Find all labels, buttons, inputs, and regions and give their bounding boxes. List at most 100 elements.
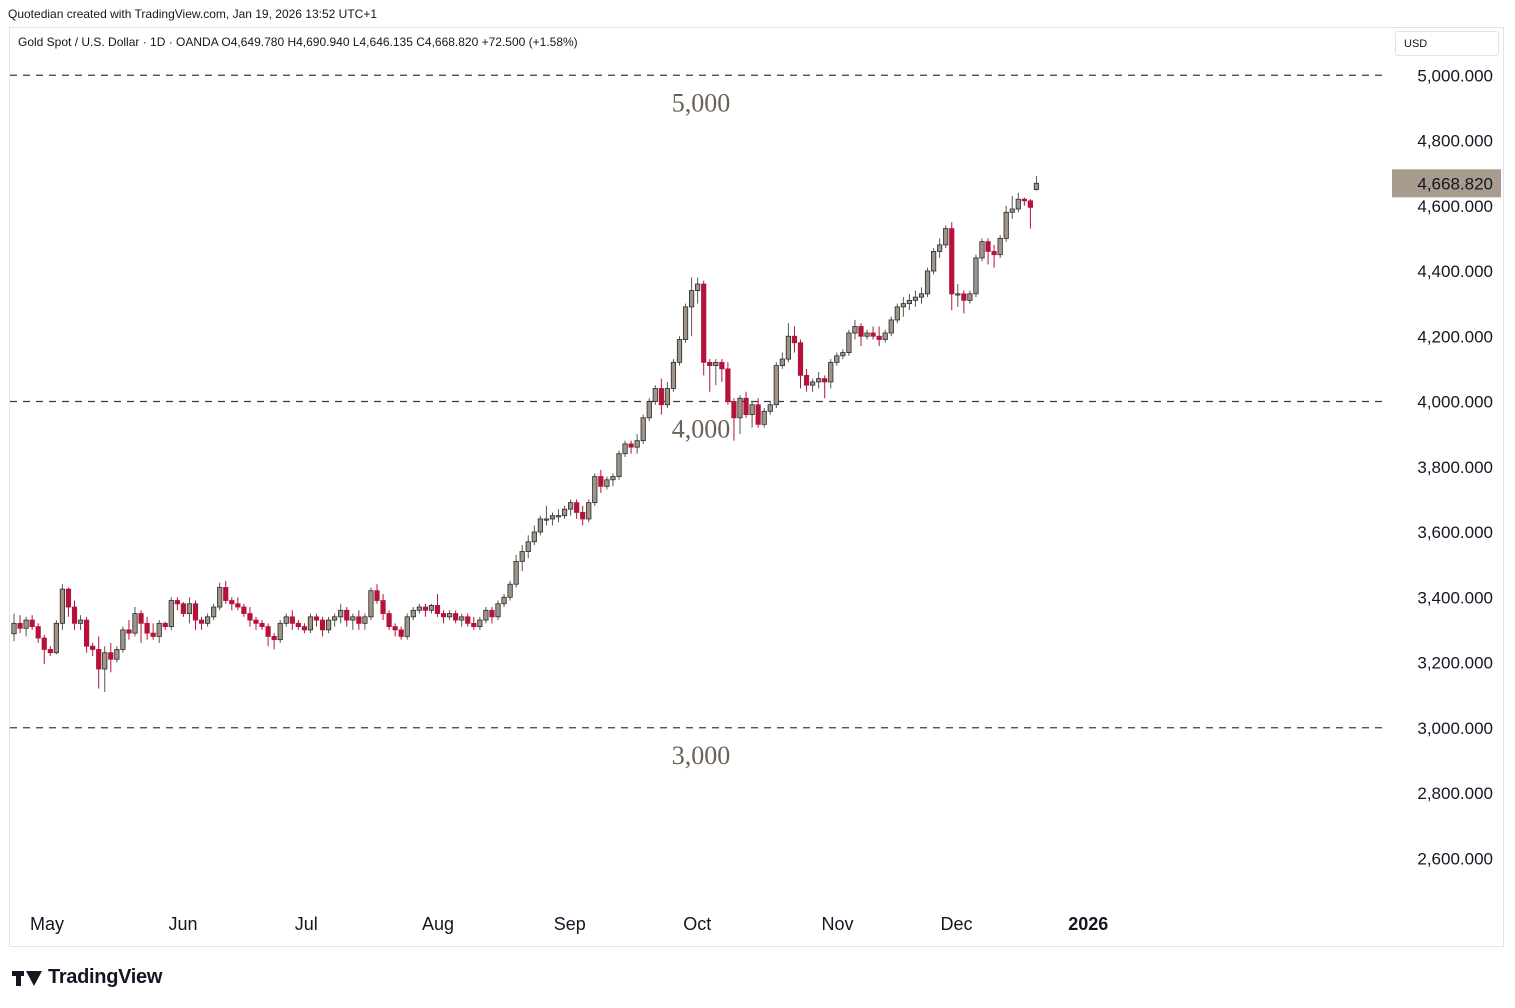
candle-body [761,410,767,425]
candle-body [96,649,102,670]
candle-body [71,606,78,624]
candle-body [53,622,59,654]
candle-body [265,626,271,637]
candle-body [174,600,180,605]
candle-body [1021,198,1027,202]
candle-body [319,619,326,631]
candle-body [864,332,870,337]
candle-body [888,319,894,334]
candle-body [356,616,362,624]
x-axis-label: Dec [940,914,972,934]
candle-body [277,622,283,641]
x-axis-label: Aug [422,914,454,934]
candle-body [59,588,66,624]
candle-body [543,518,550,521]
currency-button[interactable]: USD [1395,31,1499,56]
candle-body [670,361,677,389]
last-price-tag [1392,169,1501,198]
candle-body [483,609,489,621]
y-tick-label: 3,000.000 [1417,719,1493,738]
candle-body [549,515,556,520]
candle-body [368,590,374,618]
candle-body [604,479,610,487]
candle-body [906,299,913,305]
candle-body [325,619,332,631]
candle-body [658,388,664,406]
candle-body [701,283,707,363]
candle-body [271,636,277,641]
last-price-label: 4,668.820 [1417,174,1493,193]
candle-body [386,613,392,628]
candle-body [332,616,338,621]
candle-body [138,613,144,624]
candle-body [949,228,955,295]
candle-body [537,518,543,533]
candle-body [749,404,755,415]
candle-body [289,616,295,624]
candle-body [773,365,779,406]
candle-body [816,378,822,383]
candle-body [192,603,199,621]
candle-body [961,293,967,301]
candle-body [580,512,586,520]
candle-body [555,515,562,518]
candle-body [1033,182,1040,190]
y-tick-label: 3,600.000 [1417,523,1493,542]
candle-body [344,609,350,621]
candle-body [495,603,501,618]
x-axis-label: 2026 [1068,914,1108,934]
candle-body [253,619,259,624]
candle-body [247,613,253,621]
symbol-legend: Gold Spot / U.S. Dollar · 1D · OANDA O4,… [18,35,578,49]
candle-body [876,335,882,340]
y-tick-label: 4,600.000 [1417,197,1493,216]
candle-body [156,622,162,637]
candle-body [834,355,840,363]
y-tick-label: 3,800.000 [1417,458,1493,477]
candle-body [828,361,834,383]
y-tick-label: 3,200.000 [1417,654,1493,673]
tradingview-logo[interactable]: TradingView [12,966,162,989]
candle-body [1009,208,1015,213]
y-tick-label: 4,200.000 [1417,327,1493,346]
candle-body [501,596,507,605]
candle-body [1015,198,1021,210]
candle-body [132,613,138,634]
chart-frame [9,27,1504,947]
x-axis-label: Jul [295,914,318,934]
candle-body [574,502,580,513]
candle-body [695,283,701,291]
candle-body [810,381,816,386]
candle-body [586,502,592,520]
candle-body [416,606,422,611]
candle-body [186,603,193,614]
candle-body [283,616,289,624]
x-axis-label: Jun [168,914,197,934]
chart-credit: Quotedian created with TradingView.com, … [8,7,378,21]
candle-body [803,374,810,386]
candle-body [235,603,241,608]
brand-name: TradingView [48,966,163,988]
candle-body [531,531,537,543]
candle-body [858,326,864,337]
candle-body [900,303,906,308]
candle-body [380,600,386,614]
candle-body [979,241,985,259]
candle-body [973,257,979,295]
candle-body [241,606,247,614]
candle-body [943,228,949,246]
candle-body [410,609,416,618]
candle-body [362,616,368,624]
candle-body [204,616,211,624]
candle-body [126,629,132,634]
candle-body [682,306,689,340]
candle-body [652,388,658,402]
candle-body [453,613,459,621]
y-tick-label: 3,400.000 [1417,588,1493,607]
candle-body [598,476,604,487]
candle-body [894,306,900,321]
candle-body [568,502,574,510]
candle-body [108,652,114,660]
y-tick-label: 4,800.000 [1417,132,1493,151]
